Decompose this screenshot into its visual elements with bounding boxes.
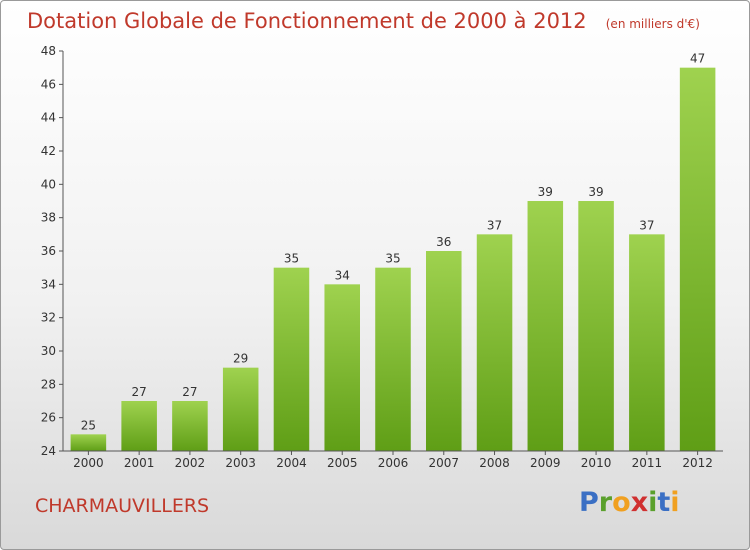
y-tick-label: 26 — [41, 411, 56, 425]
x-tick-label-2006: 2006 — [378, 456, 409, 470]
y-tick-label: 24 — [41, 444, 56, 458]
x-tick-label-2004: 2004 — [276, 456, 307, 470]
bar-2001 — [121, 401, 157, 451]
value-label-2012: 47 — [690, 52, 705, 66]
chart-title: Dotation Globale de Fonctionnement de 20… — [27, 9, 587, 33]
value-label-2006: 35 — [385, 252, 400, 266]
x-tick-label-2003: 2003 — [225, 456, 256, 470]
bar-2011 — [629, 234, 665, 451]
logo-letter: t — [657, 487, 671, 518]
y-tick-label: 42 — [41, 144, 56, 158]
y-tick-label: 44 — [41, 111, 56, 125]
bar-2000 — [70, 434, 107, 451]
bar-2004 — [273, 267, 310, 451]
x-axis: 2000 2001 2002 2003 2004 2005 2006 2007 2008 2009… — [63, 450, 723, 470]
title-block: Dotation Globale de Fonctionnement de 20… — [27, 9, 700, 33]
x-tick-label-2000: 2000 — [73, 456, 104, 470]
y-tick-label: 34 — [41, 277, 56, 291]
x-tick-label-2008: 2008 — [479, 456, 510, 470]
logo-letter: i — [648, 487, 658, 518]
x-tick-label-2002: 2002 — [175, 456, 206, 470]
logo-letter: r — [598, 487, 613, 518]
logo-letter: P — [579, 487, 599, 518]
bar-2006 — [375, 267, 411, 451]
x-tick-label-2005: 2005 — [327, 456, 358, 470]
value-label-2001: 27 — [132, 385, 147, 399]
chart-subtitle: (en milliers d'€) — [605, 17, 700, 31]
x-tick-label-2012: 2012 — [682, 456, 713, 470]
y-tick-label: 32 — [41, 311, 56, 325]
x-tick-label-2010: 2010 — [581, 456, 612, 470]
value-label-2004: 35 — [284, 252, 299, 266]
logo-letter: o — [612, 487, 631, 518]
bars: 25 27 27 29 35 34 35 36 37 39 39 37 47 — [70, 52, 716, 452]
value-label-2010: 39 — [588, 185, 603, 199]
y-tick-label: 48 — [41, 44, 56, 58]
x-tick-label-2001: 2001 — [124, 456, 155, 470]
y-tick-label: 46 — [41, 77, 56, 91]
bar-2008 — [476, 234, 513, 451]
y-tick-label: 38 — [41, 211, 56, 225]
proxiti-logo: Proxiti — [579, 487, 680, 518]
value-label-2002: 27 — [182, 385, 197, 399]
value-label-2007: 36 — [436, 235, 451, 249]
value-label-2011: 37 — [639, 218, 654, 232]
logo-letter: x — [630, 487, 649, 518]
bar-2010 — [578, 201, 614, 451]
commune-name: CHARMAUVILLERS — [35, 495, 210, 517]
value-label-2000: 25 — [81, 418, 96, 432]
x-tick-label-2011: 2011 — [632, 456, 663, 470]
bar-2012 — [679, 67, 716, 452]
y-axis: 24 26 28 30 32 34 36 38 40 42 44 46 48 — [41, 44, 64, 458]
logo-letter: i — [670, 487, 680, 518]
bar-2009 — [527, 201, 564, 451]
bar-2003 — [222, 367, 259, 451]
bar-2002 — [172, 401, 208, 451]
y-tick-label: 30 — [41, 344, 56, 358]
x-tick-label-2009: 2009 — [530, 456, 561, 470]
value-label-2008: 37 — [487, 218, 502, 232]
value-label-2003: 29 — [233, 352, 248, 366]
y-tick-label: 40 — [41, 177, 56, 191]
bar-2005 — [324, 284, 360, 451]
x-tick-label-2007: 2007 — [428, 456, 459, 470]
y-tick-label: 28 — [41, 377, 56, 391]
value-label-2009: 39 — [538, 185, 553, 199]
value-label-2005: 34 — [335, 268, 350, 282]
bar-2007 — [426, 251, 462, 451]
y-tick-label: 36 — [41, 244, 56, 258]
